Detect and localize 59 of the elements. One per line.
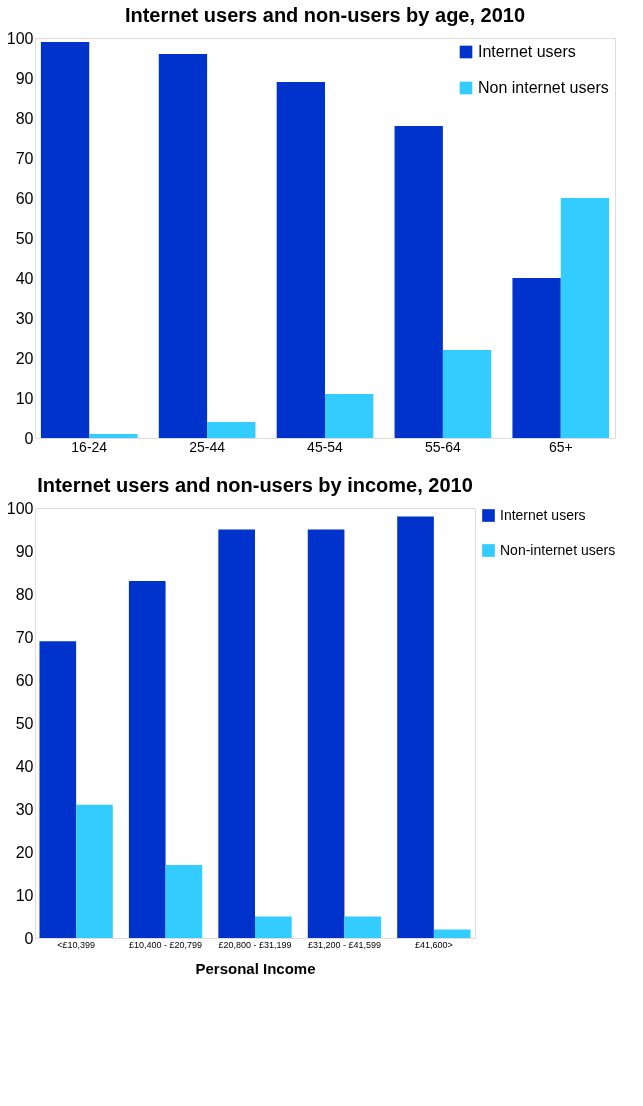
bar [307, 529, 345, 938]
x-tick-label: 25-44 [189, 438, 226, 455]
legend-label: Non internet users [478, 79, 609, 96]
x-tick-label: £10,400 - £20,799 [129, 939, 203, 950]
bar [165, 864, 203, 938]
bar [39, 641, 77, 938]
y-tick-label: 70 [15, 149, 34, 167]
bar [207, 422, 256, 438]
y-tick-label: 30 [15, 309, 34, 327]
bar [158, 54, 208, 438]
y-tick-label: 100 [6, 499, 34, 517]
y-tick-label: 10 [15, 886, 34, 904]
y-tick-label: 40 [15, 269, 34, 287]
bar [76, 804, 113, 938]
y-tick-label: 60 [15, 189, 34, 207]
y-tick-label: 100 [6, 29, 34, 47]
bar [397, 516, 434, 938]
bar [344, 916, 382, 938]
x-tick-label: <£10,399 [57, 939, 96, 950]
x-axis-title: Personal Income [195, 959, 316, 977]
y-tick-label: 30 [15, 800, 34, 818]
legend-label: Internet users [478, 43, 576, 60]
bar [255, 916, 292, 938]
bar [512, 278, 561, 438]
x-tick-label: £41,600> [414, 939, 453, 950]
x-tick-label: 16-24 [71, 438, 108, 455]
chart-title: Internet users and non-users by income, 2010 [37, 474, 473, 496]
y-tick-label: 10 [15, 389, 34, 407]
x-tick-label: £20,800 - £31,199 [218, 939, 292, 950]
x-tick-label: £31,200 - £41,599 [307, 939, 381, 950]
bar [433, 929, 471, 938]
bar [128, 581, 166, 938]
y-tick-label: 40 [15, 757, 34, 775]
bar [394, 126, 443, 438]
x-tick-label: 45-54 [307, 438, 344, 455]
y-tick-label: 90 [15, 69, 34, 87]
x-tick-label: 65+ [548, 438, 573, 455]
y-tick-label: 20 [15, 349, 34, 367]
y-tick-label: 80 [15, 585, 34, 603]
bar [560, 198, 610, 438]
bar [89, 434, 138, 438]
y-tick-label: 90 [15, 542, 34, 560]
bar [442, 350, 492, 438]
y-tick-label: 80 [15, 109, 34, 127]
x-tick-label: 55-64 [424, 438, 461, 455]
y-tick-label: 50 [15, 714, 34, 732]
bar [40, 42, 90, 438]
legend-label: Non-internet users [500, 541, 616, 558]
y-tick-label: 0 [24, 429, 34, 447]
legend-label: Internet users [500, 506, 586, 523]
y-tick-label: 60 [15, 671, 34, 689]
chart-title: Internet users and non-users by age, 2010 [124, 4, 526, 26]
y-tick-label: 50 [15, 229, 34, 247]
y-tick-label: 20 [15, 843, 34, 861]
y-tick-label: 70 [15, 628, 34, 646]
bar [325, 394, 374, 438]
bar [218, 529, 255, 938]
y-tick-label: 0 [24, 929, 34, 947]
bar [276, 82, 325, 438]
